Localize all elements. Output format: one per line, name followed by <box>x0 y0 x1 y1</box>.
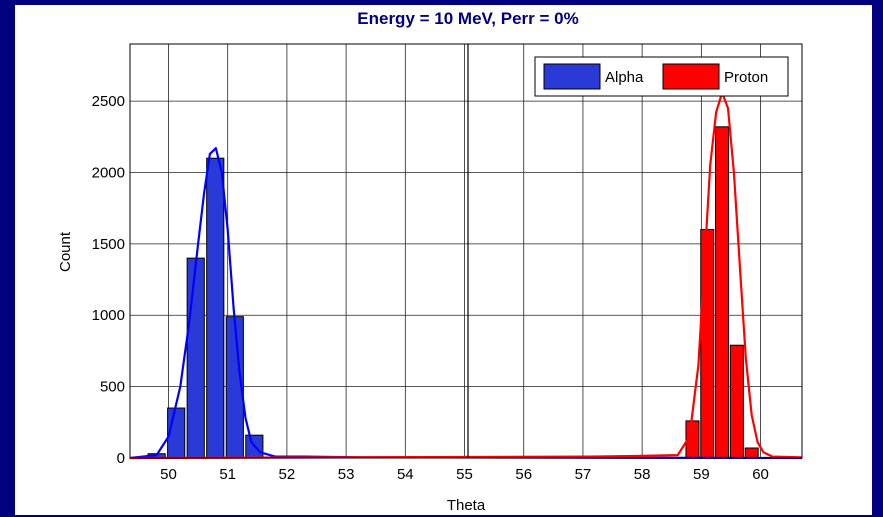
x-tick-label: 56 <box>515 466 532 483</box>
y-tick-label: 0 <box>117 450 125 467</box>
x-tick-label: 55 <box>456 466 473 483</box>
y-tick-label: 2500 <box>92 93 125 110</box>
legend-label-proton: Proton <box>724 69 768 86</box>
x-tick-label: 50 <box>160 466 177 483</box>
bar-proton <box>700 229 715 459</box>
bars-layer <box>147 126 759 459</box>
y-axis-label: Count <box>57 231 74 272</box>
x-tick-label: 58 <box>634 466 651 483</box>
x-tick-label: 57 <box>575 466 592 483</box>
fit-line-alpha <box>129 147 803 460</box>
bar-proton <box>715 126 730 459</box>
x-tick-label: 60 <box>752 466 769 483</box>
x-tick-label: 54 <box>397 466 414 483</box>
plot-axes-box <box>129 43 803 459</box>
y-tick-labels: 0 500 1000 1500 2000 2500 <box>92 93 125 467</box>
x-tick-label: 51 <box>219 466 236 483</box>
bar-proton <box>744 447 759 459</box>
legend-swatch-alpha <box>543 63 601 90</box>
bar-proton <box>729 344 744 459</box>
x-axis-label: Theta <box>447 497 486 514</box>
bar-alpha <box>206 157 225 459</box>
x-tick-label: 59 <box>693 466 710 483</box>
x-tick-label: 52 <box>279 466 296 483</box>
y-tick-label: 1000 <box>92 307 125 324</box>
legend-label-alpha: Alpha <box>605 69 644 86</box>
legend: Alpha Proton <box>534 56 789 97</box>
y-tick-label: 500 <box>100 379 125 396</box>
y-tick-label: 2000 <box>92 164 125 181</box>
x-tick-label: 53 <box>338 466 355 483</box>
y-tick-label: 1500 <box>92 236 125 253</box>
bar-alpha <box>186 257 205 459</box>
legend-swatch-proton <box>662 63 720 90</box>
chart-title: Energy = 10 MeV, Perr = 0% <box>357 9 578 28</box>
x-tick-labels: 50 51 52 53 54 55 56 57 58 59 60 <box>160 466 769 483</box>
